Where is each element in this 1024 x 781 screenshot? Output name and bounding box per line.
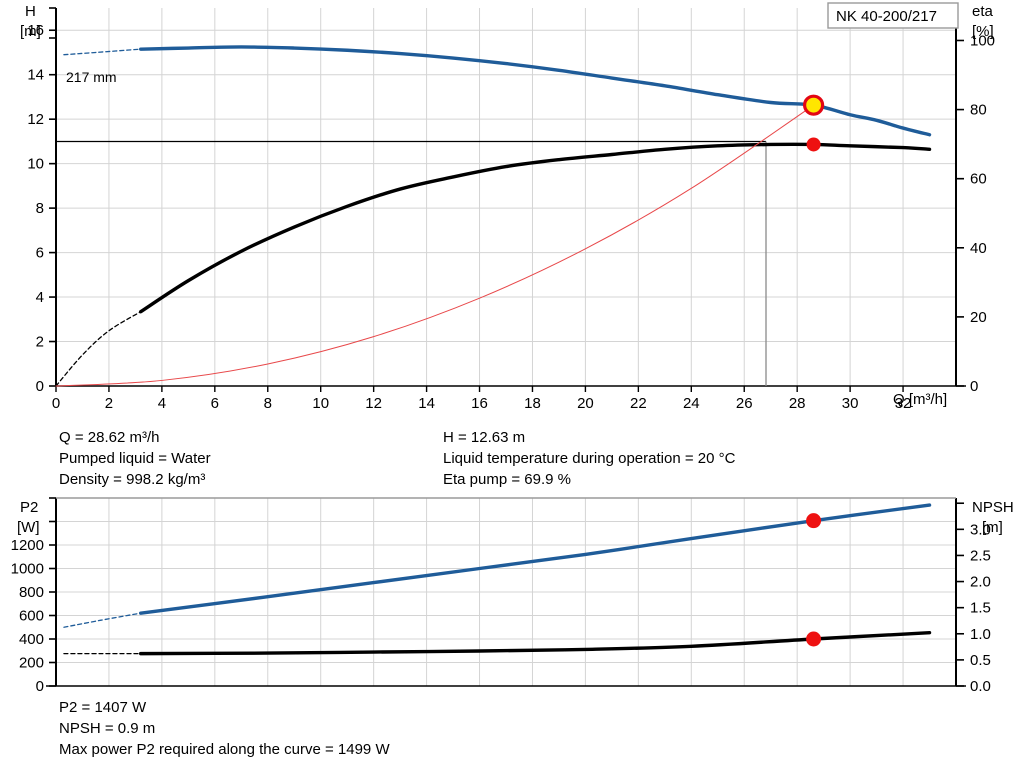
top-x-axis-title: Q [m³/h] bbox=[893, 391, 947, 408]
duty-point-info-top: Q = 28.62 m³/h Pumped liquid = Water Den… bbox=[59, 429, 736, 488]
top-x-tick-14: 14 bbox=[418, 395, 435, 412]
top-h-tick-2: 2 bbox=[36, 334, 44, 351]
bottom-p2-tick-1200: 1200 bbox=[11, 537, 44, 554]
bottom-chart-tick-labels: 0 200 400 600 800 1000 1200 0.0 0.5 1.0 1.5 2.0 2.5 3… bbox=[11, 521, 991, 695]
top-x-tick-32: 32 bbox=[895, 395, 912, 412]
top-series-1 bbox=[63, 48, 142, 56]
top-chart-tick-labels: 0 2 4 6 8 10 12 14 16 18 20 22 24 26 28 30 3202468101214… bbox=[27, 22, 995, 412]
top-eta-tick-20: 20 bbox=[970, 309, 987, 326]
top-series-2 bbox=[139, 142, 932, 314]
duty-point-efficiency-marker bbox=[806, 137, 821, 152]
top-h-tick-14: 14 bbox=[27, 67, 44, 84]
bottom-right-axis-unit: [m] bbox=[982, 519, 1003, 536]
info-h: H = 12.63 m bbox=[443, 429, 525, 446]
bottom-chart-gridlines bbox=[56, 498, 956, 686]
power-npsh-chart: 0 200 400 600 800 1000 1200 0.0 0.5 1.0 1.5 2.0 2.5 3… bbox=[11, 497, 1014, 695]
bottom-p2-tick-400: 400 bbox=[19, 631, 44, 648]
bottom-p2-tick-0: 0 bbox=[36, 678, 44, 695]
bottom-p2-tick-1000: 1000 bbox=[11, 561, 44, 578]
model-name-label: NK 40-200/217 bbox=[836, 8, 937, 25]
top-h-tick-4: 4 bbox=[36, 289, 44, 306]
bottom-p2-tick-800: 800 bbox=[19, 584, 44, 601]
duty-point-npsh-marker bbox=[806, 631, 822, 647]
top-eta-tick-40: 40 bbox=[970, 240, 987, 257]
top-chart-frame bbox=[55, 8, 966, 387]
top-chart-gridlines bbox=[56, 8, 956, 386]
top-x-tick-18: 18 bbox=[524, 395, 541, 412]
bottom-chart-ticks bbox=[49, 497, 964, 687]
bottom-npsh-tick-3: 1.5 bbox=[970, 600, 991, 617]
info-density: Density = 998.2 kg/m³ bbox=[59, 471, 205, 488]
head-efficiency-chart: 0 2 4 6 8 10 12 14 16 18 20 22 24 26 28 30 3202468101214… bbox=[20, 2, 995, 412]
bottom-npsh-tick-0: 0.0 bbox=[970, 678, 991, 695]
top-right-axis-title: eta bbox=[972, 3, 994, 20]
top-x-tick-8: 8 bbox=[264, 395, 272, 412]
impeller-diameter-annotation: 217 mm bbox=[66, 69, 117, 85]
top-h-tick-0: 0 bbox=[36, 378, 44, 395]
duty-point-info-bottom: P2 = 1407 W NPSH = 0.9 m Max power P2 re… bbox=[59, 699, 390, 758]
top-x-tick-30: 30 bbox=[842, 395, 859, 412]
info-q: Q = 28.62 m³/h bbox=[59, 429, 159, 446]
bottom-series-2 bbox=[139, 631, 932, 656]
top-eta-tick-0: 0 bbox=[970, 378, 978, 395]
top-x-tick-26: 26 bbox=[736, 395, 753, 412]
bottom-left-axis-title: P2 bbox=[20, 499, 38, 516]
top-left-axis-title: H bbox=[25, 3, 36, 20]
top-series-4 bbox=[55, 104, 815, 387]
top-left-axis-unit: [m] bbox=[20, 23, 41, 40]
top-x-tick-12: 12 bbox=[365, 395, 382, 412]
bottom-npsh-tick-6: 3.0 bbox=[970, 521, 991, 538]
bottom-p2-tick-600: 600 bbox=[19, 608, 44, 625]
info-eta-pump: Eta pump = 69.9 % bbox=[443, 471, 571, 488]
top-x-tick-22: 22 bbox=[630, 395, 647, 412]
bottom-chart-duty-markers bbox=[806, 513, 822, 647]
bottom-npsh-tick-5: 2.5 bbox=[970, 547, 991, 564]
duty-point-power-marker bbox=[806, 513, 822, 529]
top-chart-ticks bbox=[49, 7, 964, 392]
top-x-tick-16: 16 bbox=[471, 395, 488, 412]
top-series-0 bbox=[139, 45, 932, 137]
info-p2: P2 = 1407 W bbox=[59, 699, 147, 716]
top-eta-tick-60: 60 bbox=[970, 171, 987, 188]
top-series-3 bbox=[55, 311, 142, 387]
bottom-right-axis-title: NPSH bbox=[972, 499, 1014, 516]
info-npsh: NPSH = 0.9 m bbox=[59, 720, 155, 737]
top-h-tick-6: 6 bbox=[36, 245, 44, 262]
top-eta-tick-100: 100 bbox=[970, 32, 995, 49]
top-x-tick-24: 24 bbox=[683, 395, 700, 412]
top-h-tick-12: 12 bbox=[27, 111, 44, 128]
bottom-npsh-tick-1: 0.5 bbox=[970, 652, 991, 669]
bottom-chart-curves bbox=[63, 503, 932, 656]
top-x-tick-2: 2 bbox=[105, 395, 113, 412]
top-chart-curves bbox=[55, 45, 932, 387]
top-x-tick-28: 28 bbox=[789, 395, 806, 412]
top-h-tick-8: 8 bbox=[36, 200, 44, 217]
duty-point-head-marker bbox=[802, 94, 825, 116]
top-right-axis-unit: [%] bbox=[972, 23, 994, 40]
top-h-tick-10: 10 bbox=[27, 156, 44, 173]
bottom-npsh-tick-2: 1.0 bbox=[970, 626, 991, 643]
bottom-left-axis-unit: [W] bbox=[17, 519, 40, 536]
top-h-tick-16: 16 bbox=[27, 22, 44, 39]
bottom-series-1 bbox=[63, 612, 142, 628]
top-x-tick-6: 6 bbox=[211, 395, 219, 412]
top-chart-duty-markers bbox=[802, 94, 825, 152]
bottom-series-0 bbox=[139, 503, 932, 615]
info-max-power: Max power P2 required along the curve = … bbox=[59, 741, 390, 758]
top-eta-tick-80: 80 bbox=[970, 102, 987, 119]
bottom-npsh-tick-4: 2.0 bbox=[970, 574, 991, 591]
bottom-p2-tick-200: 200 bbox=[19, 655, 44, 672]
top-x-tick-20: 20 bbox=[577, 395, 594, 412]
top-x-tick-10: 10 bbox=[312, 395, 329, 412]
info-liquid-temperature: Liquid temperature during operation = 20… bbox=[443, 450, 736, 467]
model-name-box: NK 40-200/217 bbox=[827, 2, 959, 29]
top-x-tick-4: 4 bbox=[158, 395, 166, 412]
info-pumped-liquid: Pumped liquid = Water bbox=[59, 450, 211, 467]
top-x-tick-0: 0 bbox=[52, 395, 60, 412]
